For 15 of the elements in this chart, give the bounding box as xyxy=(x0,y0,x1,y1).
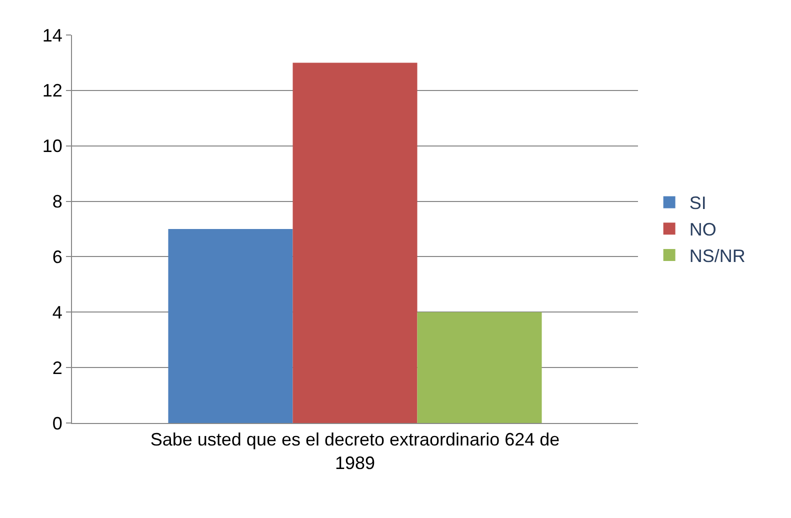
y-tick-label: 0 xyxy=(52,413,62,434)
bar xyxy=(417,312,542,423)
y-tick-label: 6 xyxy=(52,247,62,268)
y-tick-label: 12 xyxy=(42,80,62,101)
y-tick-label: 10 xyxy=(42,136,62,156)
legend-label: NS/NR xyxy=(689,246,746,266)
bar xyxy=(292,62,418,423)
y-tick-label: 2 xyxy=(52,358,62,378)
x-tick-label: Sabe usted que es el decreto extraordinario 624 de 1989 xyxy=(150,430,560,473)
y-tick-label: 14 xyxy=(42,25,62,46)
y-tick-label: 4 xyxy=(52,302,62,322)
bar xyxy=(168,229,293,423)
y-tick-label: 8 xyxy=(52,192,62,212)
legend-label: SI xyxy=(689,193,706,214)
legend-label: NO xyxy=(689,220,716,240)
